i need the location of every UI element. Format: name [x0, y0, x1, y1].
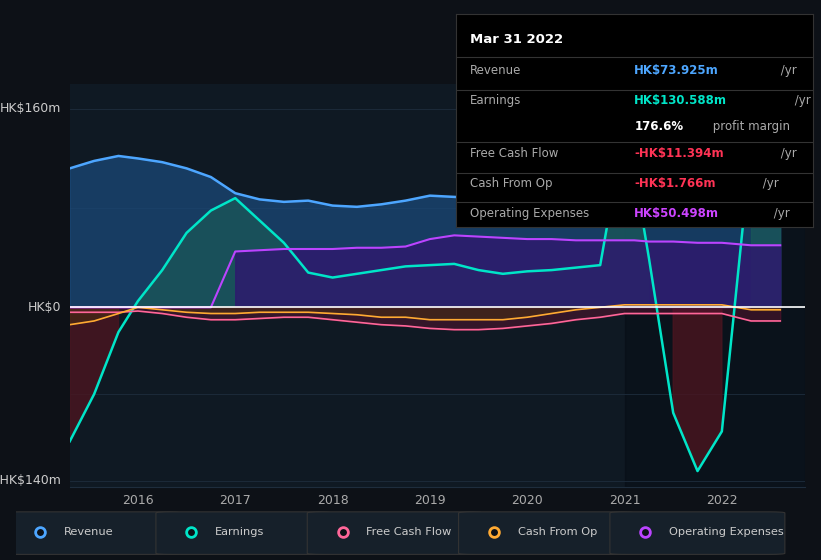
Text: Earnings: Earnings	[470, 94, 521, 107]
FancyBboxPatch shape	[307, 512, 482, 554]
FancyBboxPatch shape	[5, 512, 180, 554]
Text: HK$160m: HK$160m	[0, 102, 62, 115]
Text: /yr: /yr	[770, 207, 790, 220]
Text: /yr: /yr	[759, 177, 779, 190]
FancyBboxPatch shape	[610, 512, 785, 554]
Text: Operating Expenses: Operating Expenses	[669, 527, 784, 537]
Text: Free Cash Flow: Free Cash Flow	[470, 147, 558, 160]
Text: Revenue: Revenue	[470, 64, 521, 77]
Text: profit margin: profit margin	[709, 120, 791, 133]
Bar	[625, 84, 805, 487]
Text: HK$73.925m: HK$73.925m	[635, 64, 719, 77]
Text: Revenue: Revenue	[64, 527, 113, 537]
Text: /yr: /yr	[777, 64, 797, 77]
Text: 176.6%: 176.6%	[635, 120, 683, 133]
Text: /yr: /yr	[777, 147, 797, 160]
Text: Earnings: Earnings	[215, 527, 264, 537]
Text: Operating Expenses: Operating Expenses	[470, 207, 589, 220]
Text: -HK$140m: -HK$140m	[0, 474, 62, 488]
Text: HK$50.498m: HK$50.498m	[635, 207, 719, 220]
FancyBboxPatch shape	[459, 512, 634, 554]
Text: Mar 31 2022: Mar 31 2022	[470, 33, 563, 46]
Text: -HK$11.394m: -HK$11.394m	[635, 147, 724, 160]
Text: /yr: /yr	[791, 94, 811, 107]
Text: Cash From Op: Cash From Op	[470, 177, 553, 190]
Text: HK$0: HK$0	[28, 301, 62, 314]
Text: HK$130.588m: HK$130.588m	[635, 94, 727, 107]
FancyBboxPatch shape	[156, 512, 331, 554]
Text: -HK$1.766m: -HK$1.766m	[635, 177, 716, 190]
Text: Free Cash Flow: Free Cash Flow	[366, 527, 452, 537]
Text: Cash From Op: Cash From Op	[518, 527, 597, 537]
